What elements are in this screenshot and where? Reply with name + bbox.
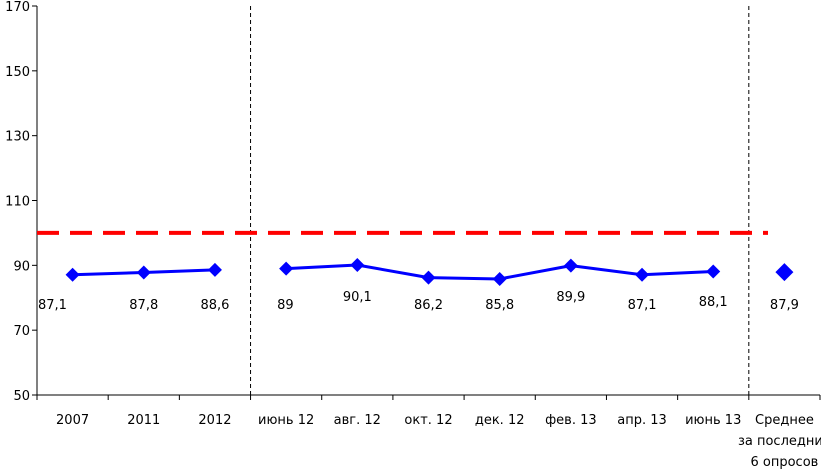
data-label: 88,1 bbox=[699, 295, 728, 310]
data-point bbox=[421, 270, 436, 285]
data-point bbox=[207, 262, 222, 277]
data-point bbox=[350, 258, 365, 273]
data-point bbox=[635, 267, 650, 282]
y-tick-label: 70 bbox=[13, 324, 30, 339]
x-tick-label-line: за последние bbox=[738, 434, 821, 449]
y-axis-ticks: 50 70 90 110 130 150 170 bbox=[5, 0, 37, 404]
data-point bbox=[775, 263, 794, 282]
x-tick-label-line: 2012 bbox=[198, 413, 231, 428]
x-tick-label: Среднее за последние 6 опросов bbox=[738, 413, 821, 470]
data-label: 86,2 bbox=[414, 298, 443, 313]
x-tick-label-line: 2011 bbox=[127, 413, 160, 428]
x-tick-label: июнь 13 bbox=[685, 413, 741, 428]
data-point bbox=[136, 265, 151, 280]
axes bbox=[36, 6, 820, 396]
x-tick-label-line: дек. 12 bbox=[475, 413, 525, 428]
y-tick-label: 110 bbox=[5, 195, 30, 210]
x-tick-label: 2012 bbox=[198, 413, 231, 428]
x-tick-label-line: апр. 13 bbox=[617, 413, 667, 428]
x-axis-ticks: 2007 2011 2012 июнь 12 авг. 12 окт. 12 дек. 12… bbox=[36, 395, 821, 470]
data-point bbox=[706, 264, 721, 279]
data-label: 87,1 bbox=[38, 298, 67, 313]
x-tick-label: фев. 13 bbox=[545, 413, 597, 428]
x-tick-label: 2007 bbox=[56, 413, 89, 428]
y-tick-label: 150 bbox=[5, 65, 30, 80]
x-tick-label-line: июнь 12 bbox=[258, 413, 314, 428]
y-tick-label: 90 bbox=[13, 259, 30, 274]
x-tick-label: апр. 13 bbox=[617, 413, 667, 428]
x-tick-label-line: окт. 12 bbox=[404, 413, 452, 428]
x-tick-label-line: июнь 13 bbox=[685, 413, 741, 428]
data-label: 85,8 bbox=[485, 298, 514, 313]
x-tick-label-line: Среднее bbox=[755, 413, 814, 428]
data-label: 88,6 bbox=[200, 298, 229, 313]
y-tick-label: 130 bbox=[5, 130, 30, 145]
data-label: 87,9 bbox=[770, 298, 799, 313]
x-tick-label: дек. 12 bbox=[475, 413, 525, 428]
data-label: 89 bbox=[277, 298, 294, 313]
data-labels: 87,1 87,8 88,6 89 90,1 86,2 85,8 89,9 87,1 88,1 87… bbox=[38, 290, 799, 313]
data-label: 90,1 bbox=[343, 290, 372, 305]
x-tick-label: окт. 12 bbox=[404, 413, 452, 428]
x-tick-label: июнь 12 bbox=[258, 413, 314, 428]
data-point bbox=[563, 258, 578, 273]
series-group bbox=[65, 258, 794, 286]
x-tick-label: 2011 bbox=[127, 413, 160, 428]
separators bbox=[250, 6, 750, 395]
data-point bbox=[279, 261, 294, 276]
x-tick-label-line: фев. 13 bbox=[545, 413, 597, 428]
data-point bbox=[65, 267, 80, 282]
y-tick-label: 170 bbox=[5, 0, 30, 15]
x-tick-label-line: авг. 12 bbox=[334, 413, 381, 428]
x-tick-label-line: 2007 bbox=[56, 413, 89, 428]
x-tick-label-line: 6 опросов bbox=[750, 455, 818, 470]
data-label: 87,1 bbox=[628, 298, 657, 313]
y-tick-label: 50 bbox=[13, 389, 30, 404]
data-point bbox=[492, 271, 507, 286]
data-label: 87,8 bbox=[129, 298, 158, 313]
data-label: 89,9 bbox=[556, 290, 585, 305]
x-tick-label: авг. 12 bbox=[334, 413, 381, 428]
